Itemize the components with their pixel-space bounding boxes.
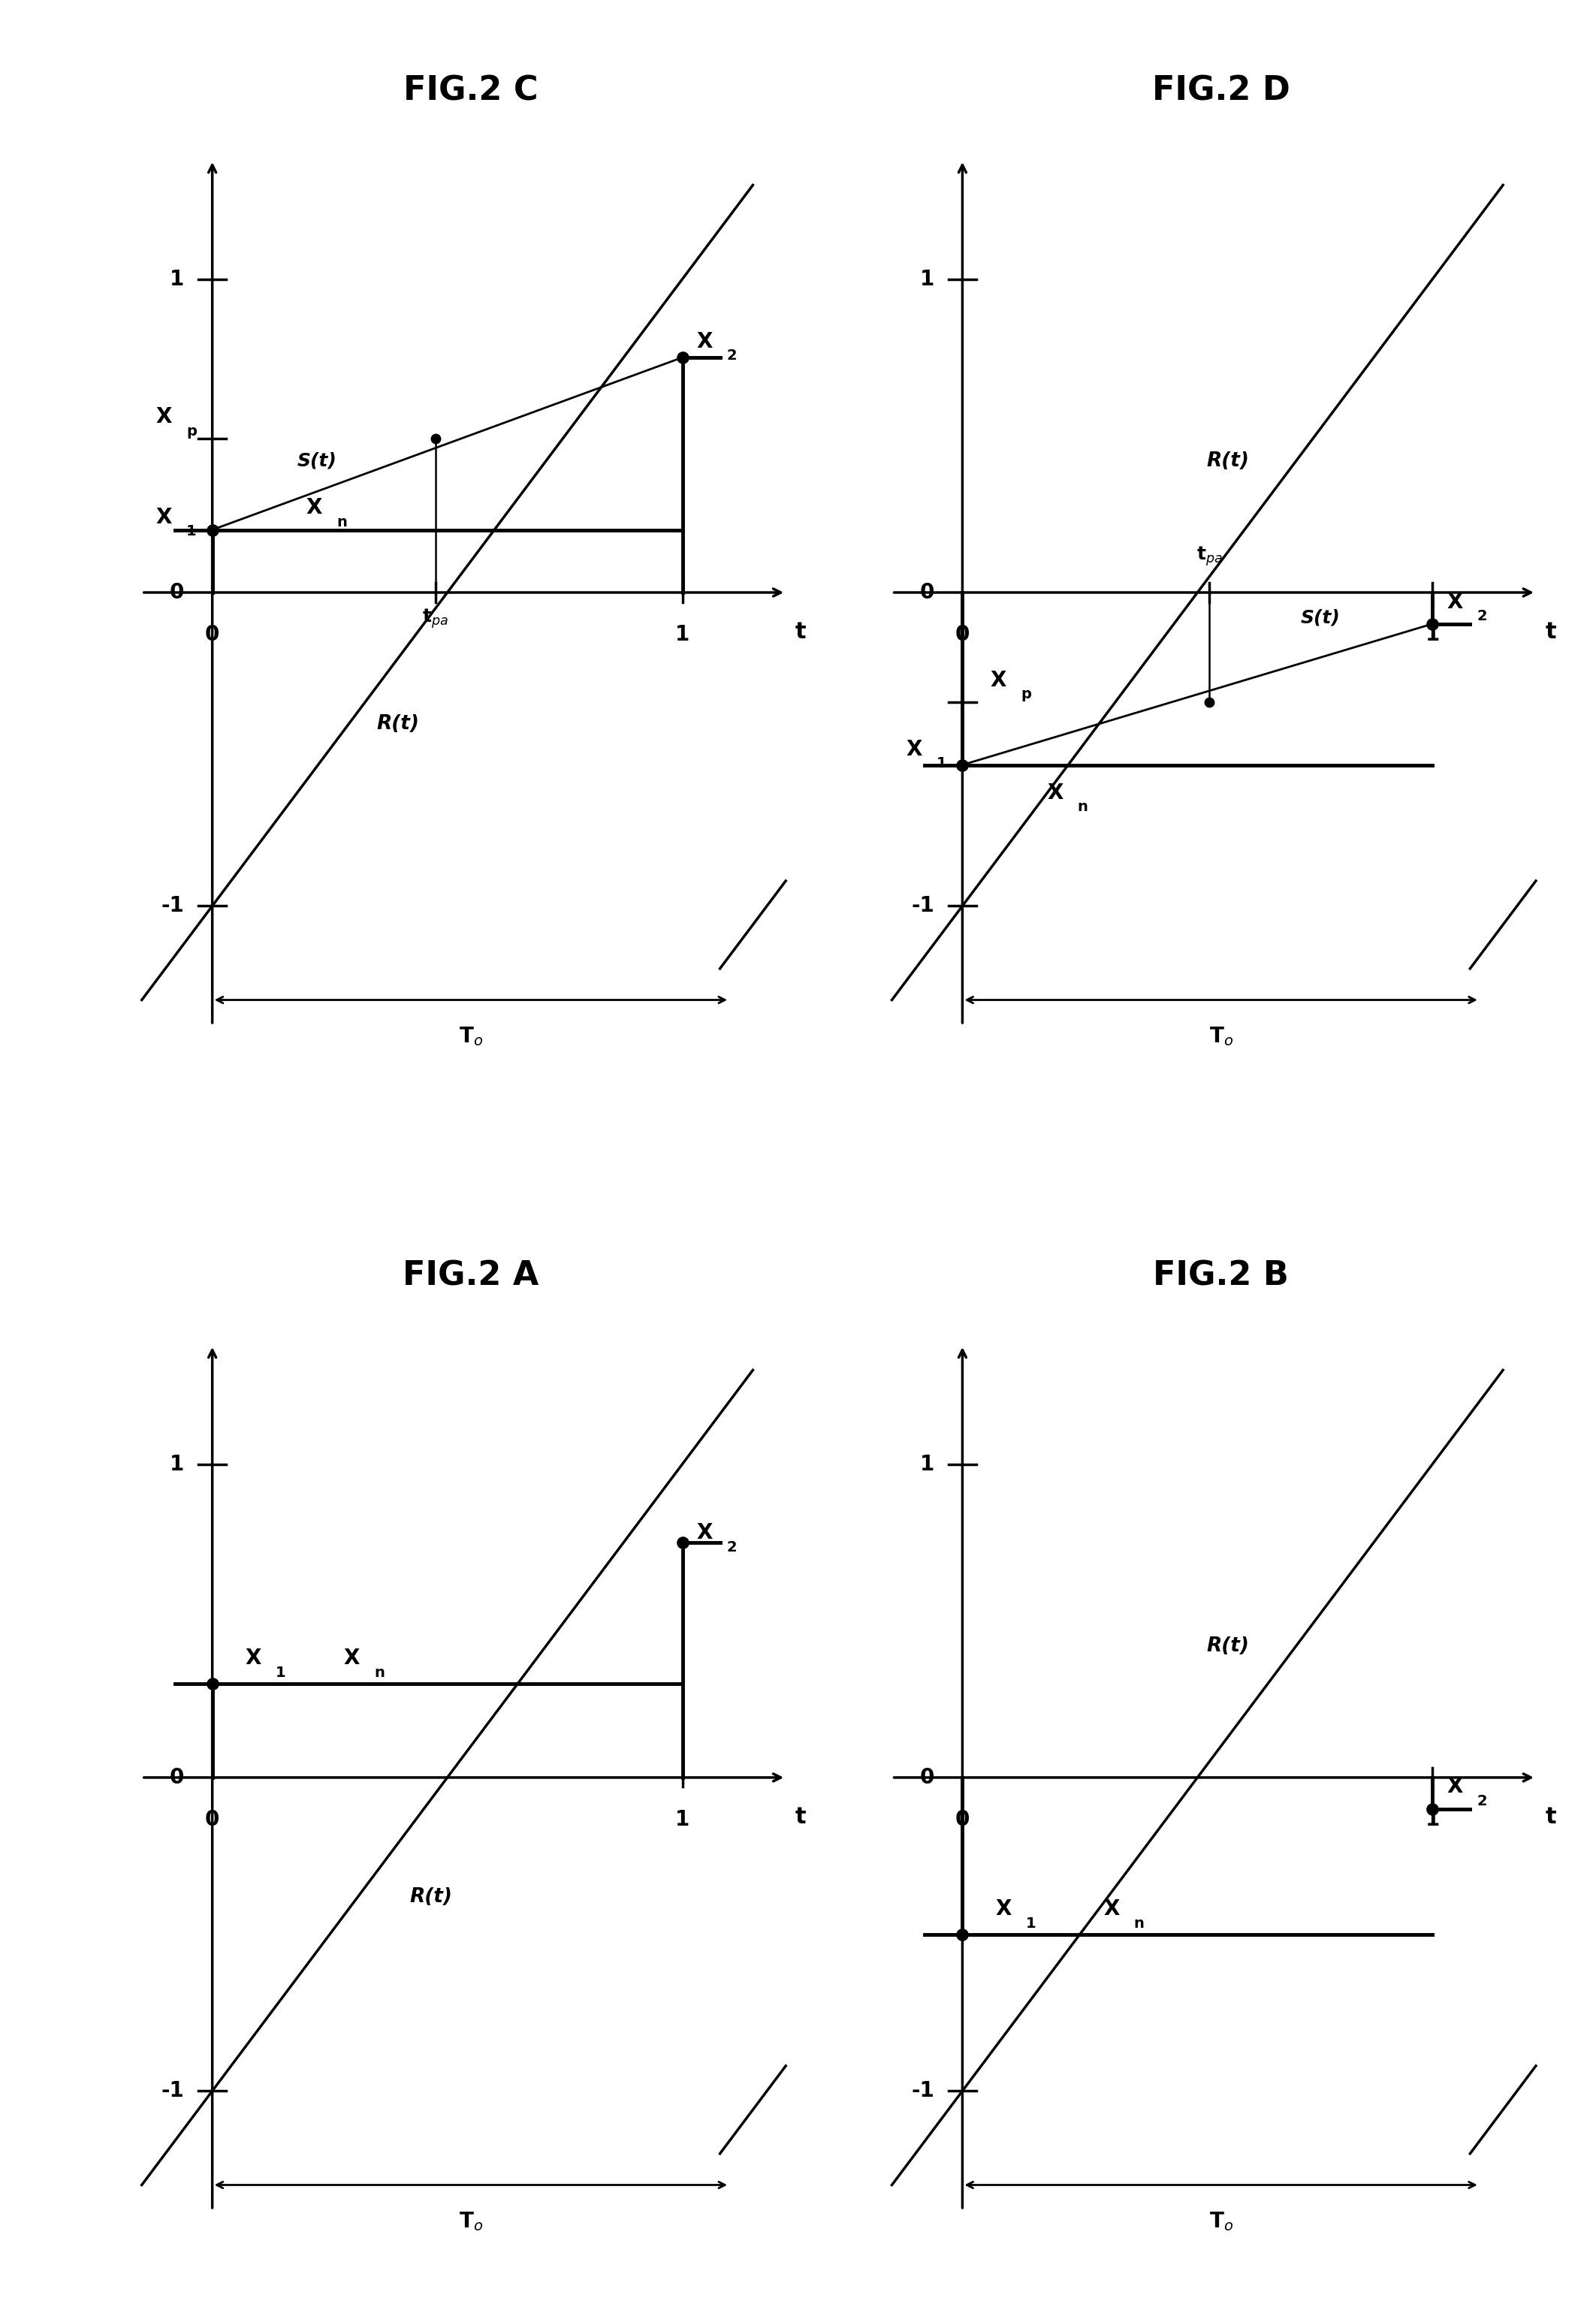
Text: FIG.2 B: FIG.2 B [1152, 1261, 1290, 1293]
Text: X: X [1103, 1898, 1119, 1919]
Text: 0: 0 [919, 582, 934, 603]
Text: T$_o$: T$_o$ [458, 1024, 484, 1047]
Text: 0: 0 [169, 1767, 184, 1788]
Text: X: X [907, 739, 922, 759]
Text: 0: 0 [954, 1809, 970, 1829]
Text: 1: 1 [675, 1809, 689, 1829]
Text: 0: 0 [204, 624, 220, 644]
Text: t: t [795, 621, 806, 642]
Text: 0: 0 [204, 1809, 220, 1829]
Text: X: X [306, 497, 322, 518]
Text: 1: 1 [187, 525, 196, 538]
Text: X: X [1047, 782, 1063, 803]
Text: 1: 1 [919, 269, 934, 290]
Text: n: n [1077, 801, 1088, 815]
Text: FIG.2 A: FIG.2 A [402, 1261, 539, 1293]
Text: R(t): R(t) [1207, 451, 1250, 472]
Text: p: p [187, 423, 196, 437]
Text: X: X [246, 1648, 262, 1668]
Text: 0: 0 [919, 1767, 934, 1788]
Text: 2: 2 [1478, 610, 1487, 624]
Text: S(t): S(t) [297, 451, 337, 469]
Text: R(t): R(t) [1207, 1636, 1250, 1657]
Text: X: X [1446, 591, 1462, 612]
Text: -1: -1 [161, 2080, 184, 2101]
Text: R(t): R(t) [377, 713, 420, 734]
Text: 1: 1 [169, 269, 184, 290]
Text: X: X [996, 1898, 1012, 1919]
Text: T$_o$: T$_o$ [1208, 1024, 1234, 1047]
Text: 1: 1 [937, 757, 946, 771]
Text: 1: 1 [1026, 1917, 1036, 1931]
Text: t$_{pa}$: t$_{pa}$ [423, 607, 448, 630]
Text: X: X [991, 670, 1007, 690]
Text: n: n [1135, 1917, 1144, 1931]
Text: FIG.2 C: FIG.2 C [404, 76, 538, 108]
Text: T$_o$: T$_o$ [1208, 2209, 1234, 2232]
Text: p: p [1021, 688, 1031, 702]
Text: S(t): S(t) [1301, 607, 1341, 626]
Text: -1: -1 [911, 2080, 934, 2101]
Text: 2: 2 [728, 1539, 737, 1553]
Text: X: X [156, 506, 172, 527]
Text: FIG.2 D: FIG.2 D [1152, 76, 1290, 108]
Text: t$_{pa}$: t$_{pa}$ [1195, 545, 1223, 568]
Text: 1: 1 [1425, 624, 1440, 644]
Text: t: t [1545, 1806, 1556, 1827]
Text: 2: 2 [728, 350, 737, 364]
Text: 0: 0 [169, 582, 184, 603]
Text: t: t [1545, 621, 1556, 642]
Text: X: X [343, 1648, 361, 1668]
Text: X: X [696, 331, 712, 352]
Text: T$_o$: T$_o$ [458, 2209, 484, 2232]
Text: t: t [795, 1806, 806, 1827]
Text: 1: 1 [276, 1666, 286, 1680]
Text: X: X [1446, 1776, 1462, 1797]
Text: 0: 0 [954, 624, 970, 644]
Text: -1: -1 [161, 895, 184, 916]
Text: n: n [337, 515, 348, 529]
Text: 1: 1 [919, 1454, 934, 1475]
Text: 1: 1 [1425, 1809, 1440, 1829]
Text: R(t): R(t) [410, 1887, 452, 1908]
Text: 2: 2 [1478, 1795, 1487, 1809]
Text: n: n [375, 1666, 385, 1680]
Text: 1: 1 [675, 624, 689, 644]
Text: X: X [696, 1523, 712, 1544]
Text: 1: 1 [169, 1454, 184, 1475]
Text: -1: -1 [911, 895, 934, 916]
Text: X: X [156, 407, 172, 428]
